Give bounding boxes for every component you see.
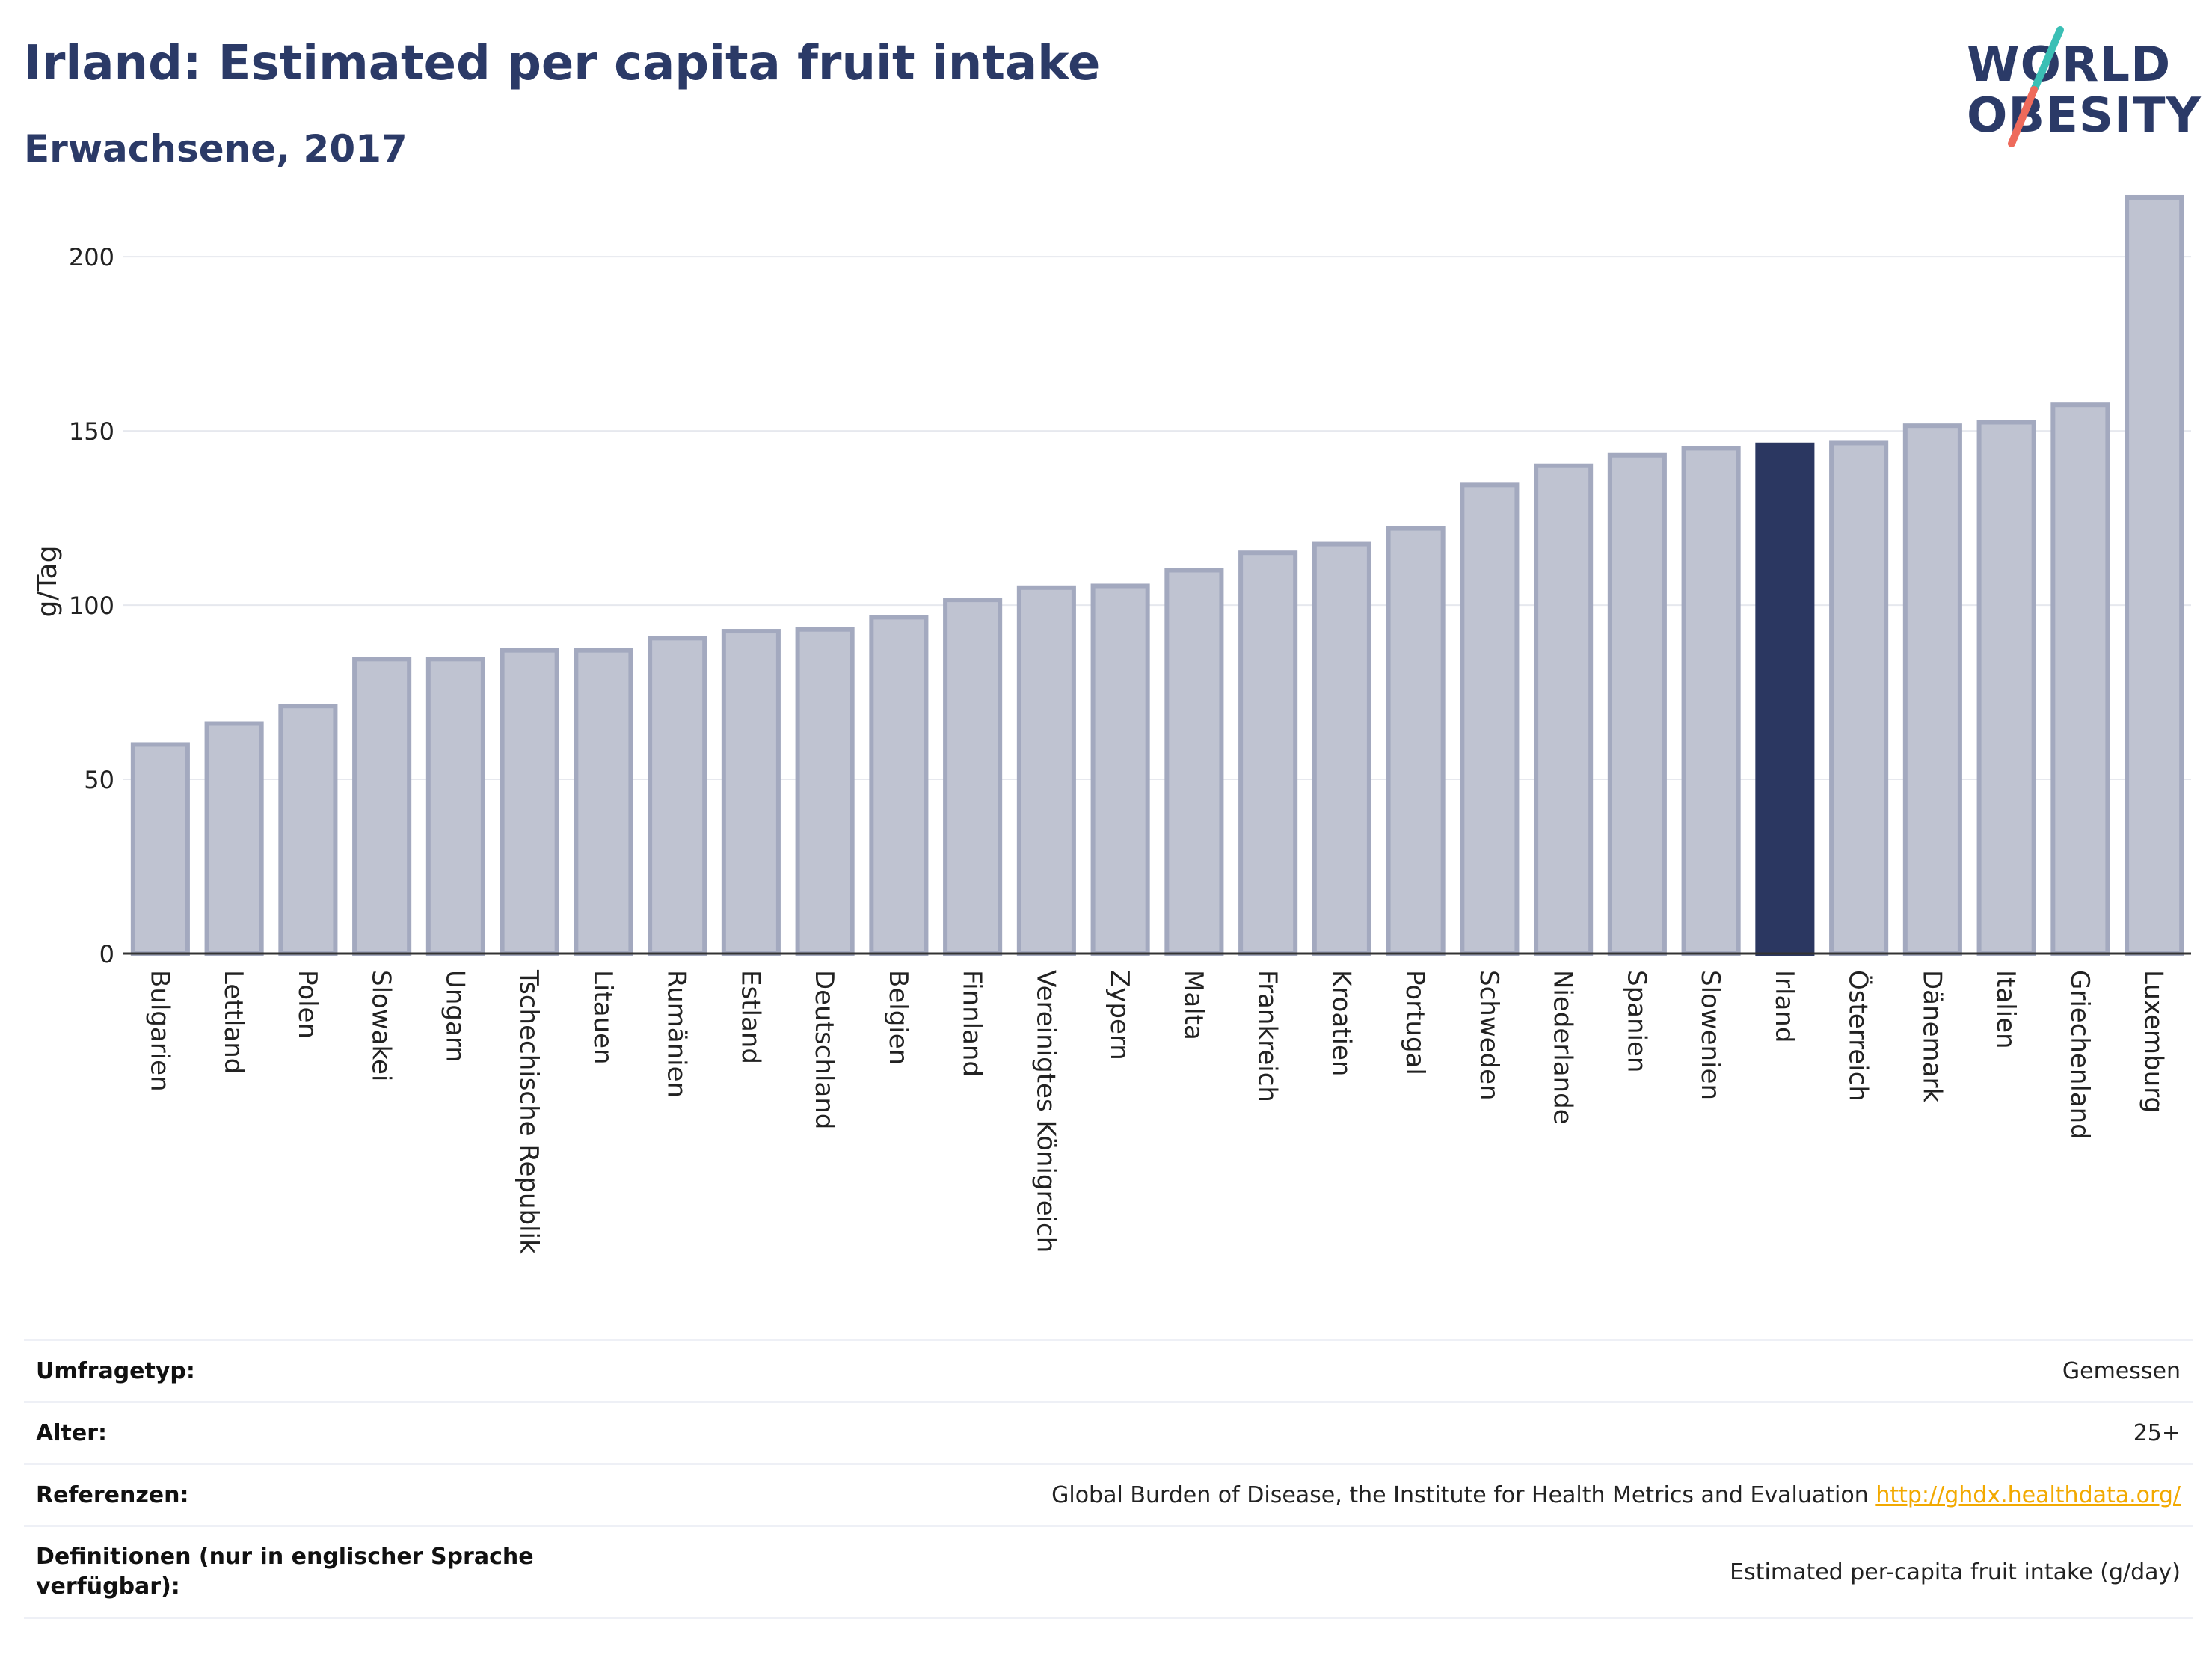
bar <box>278 704 338 956</box>
bar <box>943 598 1003 957</box>
x-tick-label: Griechenland <box>2065 970 2095 1140</box>
x-tick-label: Zypern <box>1105 970 1134 1060</box>
x-tick-label: Niederlande <box>1548 970 1578 1125</box>
bar <box>1312 541 1371 956</box>
bar-chart: 0 50 100 150 200 g/Tag Bulgarien Lettland Polen S… <box>32 194 2191 1254</box>
bar <box>1386 526 1446 956</box>
x-tick-label: Portugal <box>1400 970 1430 1075</box>
x-tick-label: Belgien <box>883 970 913 1065</box>
x-tick-label: Litauen <box>588 970 618 1065</box>
info-value: Estimated per-capita fruit intake (g/day… <box>1730 1559 2181 1585</box>
x-tick-label: Spanien <box>1621 970 1651 1072</box>
bar <box>1534 463 1594 956</box>
x-tick-label: Bulgarien <box>144 970 174 1092</box>
bar <box>869 615 929 956</box>
info-row-age: Alter: 25+ <box>24 1401 2193 1463</box>
bar <box>130 742 190 956</box>
bar <box>425 657 485 956</box>
page-title: Irland: Estimated per capita fruit intak… <box>24 36 1101 91</box>
bar <box>1976 420 2036 956</box>
bar <box>648 636 707 957</box>
x-tick-label: Slowenien <box>1695 970 1725 1100</box>
bar <box>1902 423 1962 956</box>
x-tick-label: Deutschland <box>809 970 839 1129</box>
reference-link[interactable]: http://ghdx.healthdata.org/ <box>1875 1481 2181 1508</box>
info-row-survey-type: Umfragetyp: Gemessen <box>24 1339 2193 1401</box>
logo-slash-icon <box>2008 26 2064 147</box>
x-tick-label: Rumänien <box>662 970 692 1098</box>
x-tick-label: Malta <box>1179 970 1208 1040</box>
info-value: Global Burden of Disease, the Institute … <box>1051 1482 2193 1508</box>
bar <box>1607 452 1667 956</box>
bar <box>1238 550 1298 956</box>
info-label: Referenzen: <box>36 1481 189 1508</box>
bar <box>1016 585 1076 957</box>
info-row-references: Referenzen: Global Burden of Disease, th… <box>24 1463 2193 1525</box>
y-tick-label: 200 <box>69 243 114 271</box>
bar <box>574 648 633 957</box>
x-tick-label: Österreich <box>1843 970 1874 1102</box>
x-tick-label: Luxemburg <box>2139 970 2169 1113</box>
bar <box>1829 440 1889 956</box>
bar <box>721 629 781 957</box>
x-tick-label: Ungarn <box>440 970 470 1063</box>
bar <box>352 657 412 956</box>
x-tick-label: Irland <box>1769 970 1799 1043</box>
bar <box>1755 442 1815 956</box>
info-value: Gemessen <box>2062 1357 2181 1384</box>
info-row-definitions: Definitionen (nur in englischer Sprache … <box>24 1525 2193 1619</box>
bar <box>2050 402 2110 956</box>
x-tick-label: Frankreich <box>1253 970 1282 1102</box>
x-tick-label: Lettland <box>218 970 248 1074</box>
info-table: Umfragetyp: Gemessen Alter: 25+ Referenz… <box>24 1339 2193 1619</box>
bar <box>2125 194 2184 956</box>
x-tick-label: Polen <box>292 970 322 1039</box>
bar <box>1460 482 1520 956</box>
y-axis-label: g/Tag <box>32 546 63 618</box>
bar <box>1090 583 1150 956</box>
y-tick-label: 0 <box>99 940 114 968</box>
logo-word-obesity: OBESITY <box>1967 88 2202 144</box>
info-value: 25+ <box>2133 1419 2181 1446</box>
x-tick-label: Tschechische Republik <box>514 969 544 1254</box>
bar <box>1164 568 1224 956</box>
x-tick-label: Vereinigtes Königreich <box>1030 970 1060 1253</box>
world-obesity-logo: WORLD OBESITY <box>1944 15 2202 165</box>
x-tick-label: Italien <box>1991 970 2021 1049</box>
y-tick-label: 100 <box>69 592 114 620</box>
reference-text: Global Burden of Disease, the Institute … <box>1051 1481 1869 1508</box>
logo-word-world: WORLD <box>1967 37 2172 93</box>
info-label: Definitionen (nur in englischer Sprache … <box>36 1544 534 1600</box>
info-label: Alter: <box>36 1419 107 1446</box>
y-tick-label: 150 <box>69 417 114 446</box>
x-tick-label: Kroatien <box>1326 970 1356 1076</box>
x-tick-label: Dänemark <box>1917 970 1947 1102</box>
x-tick-label: Finnland <box>957 970 987 1077</box>
x-tick-label: Schweden <box>1474 970 1504 1101</box>
y-tick-label: 50 <box>84 766 114 794</box>
bar <box>500 648 559 957</box>
bar <box>1681 446 1741 956</box>
x-tick-label: Slowakei <box>366 970 396 1081</box>
info-label: Umfragetyp: <box>36 1357 195 1384</box>
page-subtitle: Erwachsene, 2017 <box>24 127 408 171</box>
bar <box>204 721 264 956</box>
x-tick-label: Estland <box>735 970 765 1064</box>
bar <box>795 627 855 956</box>
